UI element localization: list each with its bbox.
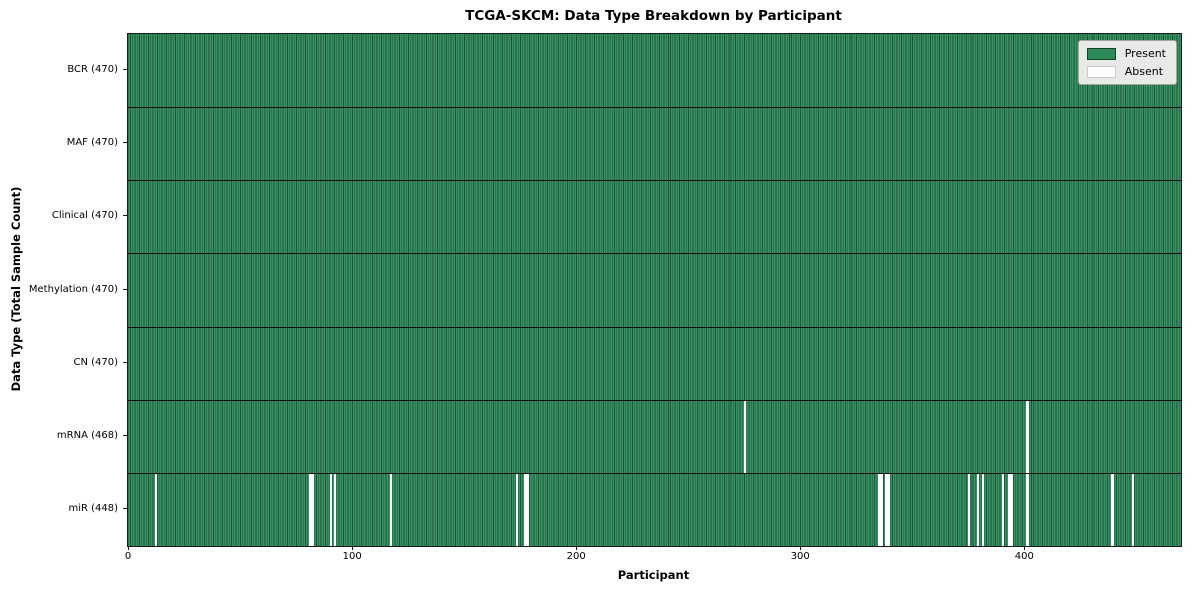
row-mir xyxy=(128,472,1181,546)
absent-stripe xyxy=(329,473,332,546)
legend-entry-present: Present xyxy=(1086,47,1166,60)
x-tick-label-400: 400 xyxy=(1014,551,1034,562)
x-tick-label-200: 200 xyxy=(566,551,586,562)
x-tick-label-100: 100 xyxy=(342,551,362,562)
absent-stripe xyxy=(1010,473,1014,546)
legend-entry-absent: Absent xyxy=(1086,65,1166,78)
y-tick-label-clinical: Clinical (470) xyxy=(51,210,118,222)
absent-stripe xyxy=(526,473,530,546)
absent-stripe xyxy=(334,473,337,546)
chart-title: TCGA-SKCM: Data Type Breakdown by Partic… xyxy=(465,8,842,24)
y-tick-label-mir: miR (448) xyxy=(68,502,118,514)
y-tick-mark xyxy=(123,142,127,144)
x-tick-mark xyxy=(800,546,802,550)
absent-swatch-icon xyxy=(1086,65,1116,78)
x-tick-mark xyxy=(1024,546,1026,550)
row-maf xyxy=(128,107,1181,181)
absent-stripe xyxy=(1111,473,1114,546)
absent-stripe xyxy=(880,473,884,546)
absent-stripe xyxy=(1008,473,1011,546)
y-tick-mark xyxy=(123,361,127,363)
absent-stripe xyxy=(524,473,527,546)
absent-stripe xyxy=(977,473,980,546)
x-tick-mark xyxy=(128,546,130,550)
absent-stripe xyxy=(515,473,518,546)
absent-stripe xyxy=(154,473,158,546)
y-tick-mark xyxy=(123,288,127,290)
absent-stripe xyxy=(390,473,393,546)
row-clinical xyxy=(128,180,1181,254)
y-tick-label-cn: CN (470) xyxy=(73,356,118,368)
y-tick-mark xyxy=(123,434,127,436)
x-tick-label-0: 0 xyxy=(124,551,132,562)
absent-stripe xyxy=(885,473,888,546)
y-tick-label-maf: MAF (470) xyxy=(66,137,118,149)
y-tick-label-bcr: BCR (470) xyxy=(67,64,118,76)
legend-label-present: Present xyxy=(1124,47,1166,60)
absent-stripe xyxy=(311,473,315,546)
x-tick-mark xyxy=(352,546,354,550)
absent-stripe xyxy=(309,473,312,546)
plot-area: Present Absent xyxy=(127,33,1182,547)
x-tick-label-300: 300 xyxy=(790,551,810,562)
row-cn xyxy=(128,326,1181,400)
row-bcr xyxy=(128,34,1181,108)
y-tick-mark xyxy=(123,215,127,217)
row-methylation xyxy=(128,253,1181,327)
absent-stripe xyxy=(981,473,984,546)
present-swatch-icon xyxy=(1086,47,1116,60)
y-tick-label-mrna: mRNA (468) xyxy=(56,429,118,441)
absent-stripe xyxy=(1026,400,1029,473)
y-tick-mark xyxy=(123,69,127,71)
absent-stripe xyxy=(1131,473,1135,546)
y-tick-mark xyxy=(123,507,127,509)
x-tick-mark xyxy=(576,546,578,550)
y-tick-label-methylation: Methylation (470) xyxy=(28,283,118,295)
legend: Present Absent xyxy=(1077,40,1177,85)
absent-stripe xyxy=(1001,473,1005,546)
absent-stripe xyxy=(744,400,747,473)
absent-stripe xyxy=(968,473,971,546)
absent-stripe xyxy=(1026,473,1029,546)
legend-label-absent: Absent xyxy=(1124,65,1164,78)
absent-stripe xyxy=(878,473,881,546)
absent-stripe xyxy=(887,473,890,546)
x-axis-label: Participant xyxy=(617,568,690,582)
row-mrna xyxy=(128,399,1181,473)
